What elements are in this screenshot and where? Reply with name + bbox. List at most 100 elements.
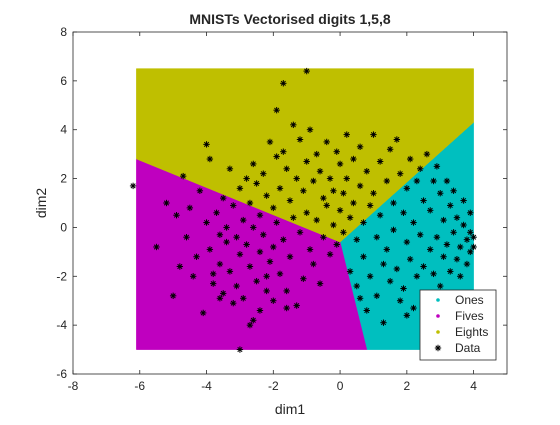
data-point bbox=[453, 214, 461, 221]
data-point bbox=[440, 216, 447, 224]
data-point bbox=[366, 273, 374, 280]
data-point bbox=[463, 236, 471, 243]
data-point bbox=[250, 317, 257, 324]
data-point bbox=[283, 304, 290, 312]
data-point bbox=[386, 146, 394, 153]
data-point bbox=[260, 170, 267, 177]
data-point bbox=[256, 307, 264, 314]
data-point bbox=[380, 319, 387, 326]
data-point bbox=[206, 246, 214, 253]
data-point bbox=[363, 168, 370, 175]
data-point bbox=[263, 192, 270, 199]
data-point bbox=[420, 197, 427, 204]
data-point bbox=[457, 243, 464, 251]
data-point bbox=[203, 141, 210, 148]
data-point bbox=[467, 209, 474, 216]
data-point bbox=[310, 260, 317, 268]
data-point bbox=[303, 158, 310, 165]
data-point bbox=[203, 219, 210, 226]
data-point bbox=[306, 126, 314, 133]
y-tick-label: 0 bbox=[60, 220, 67, 234]
data-point bbox=[316, 280, 324, 287]
data-point bbox=[470, 234, 477, 241]
data-point bbox=[223, 224, 230, 231]
data-point bbox=[270, 204, 277, 212]
x-tick-label: -8 bbox=[68, 379, 79, 393]
data-point bbox=[253, 277, 260, 285]
data-point bbox=[356, 182, 364, 190]
data-point bbox=[420, 263, 427, 270]
data-point bbox=[450, 229, 457, 236]
legend: Ones Fives Eights Data bbox=[419, 289, 497, 361]
legend-marker-data bbox=[434, 344, 442, 352]
data-point bbox=[240, 295, 247, 302]
data-point bbox=[400, 209, 407, 216]
data-point bbox=[236, 185, 244, 192]
data-point bbox=[380, 260, 387, 268]
data-point bbox=[356, 143, 364, 151]
chart-title: MNISTs Vectorised digits 1,5,8 bbox=[189, 11, 390, 27]
data-point bbox=[447, 268, 454, 275]
data-point bbox=[290, 214, 297, 221]
data-point bbox=[417, 165, 424, 172]
data-point bbox=[283, 287, 290, 295]
data-point bbox=[326, 251, 334, 258]
data-point bbox=[240, 216, 247, 224]
data-point bbox=[300, 275, 307, 282]
data-point bbox=[350, 199, 357, 207]
data-point bbox=[293, 302, 300, 309]
data-point bbox=[427, 246, 434, 253]
data-point bbox=[233, 282, 240, 290]
data-point bbox=[423, 150, 431, 158]
data-point bbox=[356, 295, 364, 302]
data-point bbox=[406, 255, 414, 263]
y-tick-label: 8 bbox=[60, 25, 67, 39]
data-point bbox=[186, 204, 194, 212]
data-point bbox=[457, 273, 464, 280]
data-point bbox=[363, 307, 370, 314]
data-point bbox=[220, 290, 227, 297]
data-point bbox=[320, 234, 327, 241]
data-point bbox=[303, 67, 310, 75]
data-point bbox=[216, 295, 224, 302]
data-point bbox=[243, 175, 250, 182]
data-point bbox=[213, 209, 220, 216]
data-point bbox=[306, 246, 314, 253]
data-point bbox=[460, 197, 467, 204]
data-point bbox=[280, 148, 287, 155]
data-point bbox=[430, 270, 437, 278]
data-point bbox=[236, 251, 244, 258]
y-tick-label: 2 bbox=[60, 172, 67, 186]
data-point bbox=[396, 297, 404, 304]
legend-label-fives: Fives bbox=[455, 309, 484, 323]
data-point bbox=[169, 292, 177, 300]
data-point bbox=[353, 282, 360, 290]
y-tick-label: 6 bbox=[60, 74, 67, 88]
data-point bbox=[413, 177, 421, 185]
data-point bbox=[437, 190, 444, 197]
data-point bbox=[296, 229, 304, 236]
data-point bbox=[433, 234, 441, 241]
data-point bbox=[250, 224, 257, 231]
data-point bbox=[346, 268, 354, 275]
data-point bbox=[226, 165, 234, 172]
data-point bbox=[360, 219, 367, 226]
data-point bbox=[290, 121, 297, 129]
y-tick-label: -2 bbox=[56, 269, 67, 283]
data-point bbox=[390, 199, 397, 207]
data-point bbox=[360, 253, 367, 260]
data-point bbox=[376, 158, 384, 165]
decision-regions bbox=[136, 68, 474, 350]
data-point bbox=[303, 209, 310, 216]
x-tick-label: 4 bbox=[470, 379, 477, 393]
data-point bbox=[366, 202, 374, 209]
data-point bbox=[316, 168, 324, 175]
data-point bbox=[300, 187, 307, 194]
data-point bbox=[320, 194, 327, 202]
data-point bbox=[286, 253, 294, 260]
data-point bbox=[333, 148, 340, 155]
data-point bbox=[330, 187, 337, 194]
data-point bbox=[373, 234, 380, 241]
legend-label-ones: Ones bbox=[455, 293, 484, 307]
